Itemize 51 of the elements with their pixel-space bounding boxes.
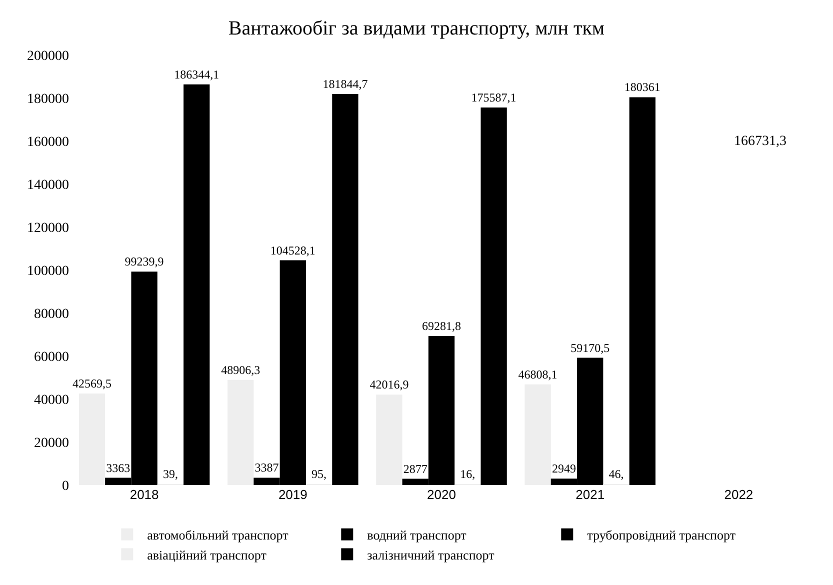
legend-label: авіаційний транспорт bbox=[147, 547, 267, 562]
legend-label: водний транспорт bbox=[367, 527, 467, 542]
bar bbox=[629, 97, 656, 485]
y-tick-label: 40000 bbox=[34, 392, 69, 408]
data-label: 181844,7 bbox=[322, 77, 368, 92]
data-label: 2949 bbox=[552, 462, 576, 476]
x-tick-label: 2022 bbox=[724, 487, 754, 502]
legend-label: трубопровідний транспорт bbox=[587, 527, 736, 542]
y-tick-label: 160000 bbox=[27, 134, 69, 150]
bar bbox=[184, 84, 210, 485]
legend-label: автомобільний транспорт bbox=[147, 527, 289, 542]
data-label: 175587,1 bbox=[471, 90, 516, 104]
y-tick-label: 200000 bbox=[27, 48, 69, 64]
data-label: 104528,1 bbox=[270, 243, 316, 258]
y-tick-label: 140000 bbox=[27, 178, 69, 193]
y-tick-label: 80000 bbox=[34, 306, 69, 322]
y-tick-label: 0 bbox=[62, 478, 69, 494]
data-label: 59170,5 bbox=[570, 340, 610, 355]
data-label: 2877 bbox=[403, 462, 428, 476]
bar bbox=[480, 107, 507, 485]
y-tick-label: 60000 bbox=[34, 350, 69, 365]
data-label: 3363 bbox=[106, 460, 130, 475]
x-tick-label: 2020 bbox=[427, 487, 456, 502]
data-label: 46, bbox=[608, 467, 624, 481]
data-label: 42016,9 bbox=[370, 378, 409, 392]
y-tick-label: 180000 bbox=[27, 92, 69, 107]
x-tick-label: 2019 bbox=[278, 487, 308, 502]
y-tick-label: 100000 bbox=[27, 264, 69, 279]
data-label: 99239,9 bbox=[124, 254, 164, 269]
annotation: 166731,3 bbox=[734, 134, 786, 149]
data-label: 69281,8 bbox=[422, 319, 461, 334]
data-label: 48906,3 bbox=[221, 362, 260, 377]
bar bbox=[228, 380, 254, 485]
data-label: 180361 bbox=[624, 80, 660, 94]
data-label: 95, bbox=[312, 467, 327, 481]
data-label: 42569,5 bbox=[72, 376, 112, 390]
bar bbox=[524, 384, 551, 485]
data-label: 3387 bbox=[254, 460, 279, 475]
bar bbox=[332, 94, 358, 485]
x-tick-label: 2018 bbox=[130, 487, 159, 502]
data-label: 39, bbox=[162, 467, 178, 481]
y-tick-label: 120000 bbox=[27, 220, 69, 236]
legend-label: залізничний транспорт bbox=[367, 547, 495, 562]
bar bbox=[376, 394, 402, 485]
bar bbox=[78, 393, 106, 485]
chart-title: Вантажообіг за видами транспорту, млн ткм bbox=[228, 17, 605, 40]
data-label: 16, bbox=[460, 467, 476, 481]
data-label: 186344,1 bbox=[174, 67, 220, 82]
x-tick-label: 2021 bbox=[576, 487, 605, 502]
data-label: 46808,1 bbox=[518, 367, 558, 382]
y-tick-label: 20000 bbox=[34, 436, 69, 451]
